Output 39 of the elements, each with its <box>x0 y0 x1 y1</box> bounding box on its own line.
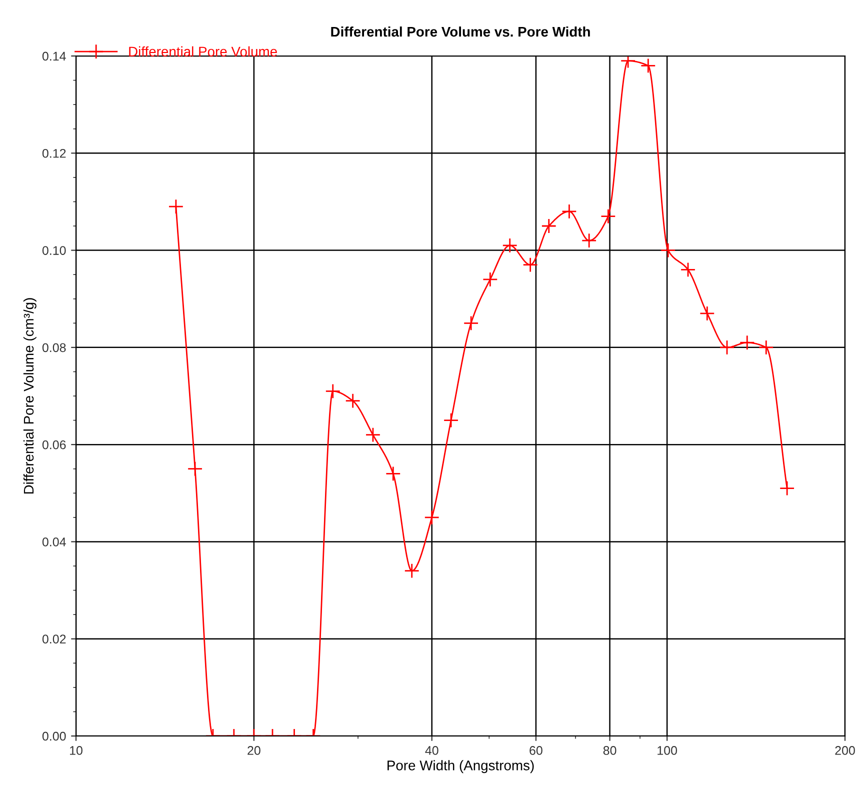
point <box>739 334 755 350</box>
y-tick-label: 0.00 <box>42 732 66 741</box>
x-tick-label: 60 <box>530 746 542 755</box>
x-tick-label: 20 <box>248 746 260 755</box>
point <box>325 384 340 399</box>
x-tick-label: 200 <box>835 746 855 755</box>
point <box>522 257 538 272</box>
y-tick-label: 0.02 <box>42 634 66 644</box>
chart-title: Differential Pore Volume vs. Pore Width <box>331 26 590 37</box>
y-axis-title: Differential Pore Volume (cm³/g) <box>23 298 36 494</box>
y-tick-label: 0.08 <box>42 343 66 352</box>
point <box>365 427 381 442</box>
y-tick-label: 0.10 <box>42 246 66 255</box>
x-tick-label: 10 <box>70 746 82 755</box>
y-tick-label: 0.14 <box>42 52 66 61</box>
x-tick-label: 40 <box>425 746 438 755</box>
point <box>680 262 696 278</box>
y-tick-label: 0.06 <box>42 440 66 450</box>
point <box>562 204 577 220</box>
x-tick-label: 80 <box>603 746 616 755</box>
point <box>482 272 498 288</box>
point <box>660 242 676 258</box>
point <box>345 393 360 408</box>
point <box>187 461 203 476</box>
y-tick-label: 0.12 <box>42 148 66 158</box>
point <box>600 208 616 224</box>
point <box>463 316 479 331</box>
point <box>700 306 715 322</box>
point <box>502 238 518 254</box>
y-tick-label: 0.04 <box>42 538 66 546</box>
x-tick-label: 100 <box>658 746 678 755</box>
x-axis-title: Pore Width (Angstroms) <box>388 760 534 774</box>
legend-label: Differential Pore Volume <box>129 46 277 57</box>
point <box>581 232 597 248</box>
point <box>719 340 735 356</box>
point <box>541 218 557 234</box>
point <box>758 340 774 356</box>
point <box>168 198 184 214</box>
point <box>443 412 459 428</box>
